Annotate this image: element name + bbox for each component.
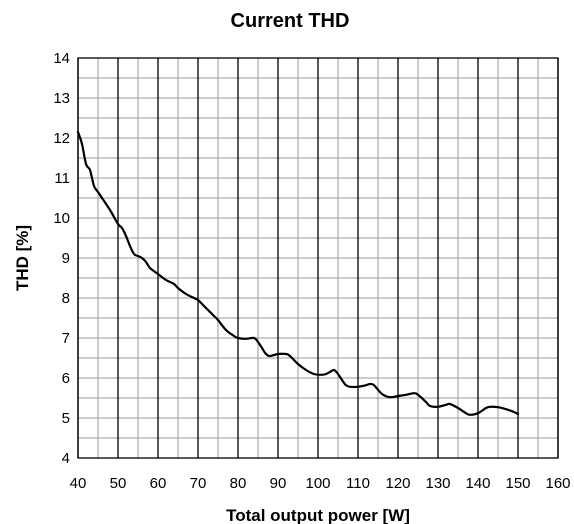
x-tick-label: 40 [70, 475, 87, 492]
x-tick-label: 70 [190, 475, 207, 492]
x-tick-label: 130 [425, 475, 450, 492]
y-tick-label: 13 [53, 90, 70, 107]
x-tick-label: 110 [346, 475, 370, 492]
chart-title: Current THD [231, 10, 350, 32]
x-tick-label: 90 [270, 475, 287, 492]
thd-series-line [76, 130, 520, 416]
y-tick-label: 14 [53, 50, 70, 67]
plot-frame [77, 57, 559, 459]
x-tick-label: 100 [305, 475, 330, 492]
y-tick-label: 8 [62, 290, 70, 307]
x-tick-label: 140 [465, 475, 490, 492]
x-tick-label: 50 [110, 475, 127, 492]
x-tick-label: 60 [150, 475, 167, 492]
y-axis-label: THD [%] [13, 225, 32, 291]
y-tick-label: 12 [53, 130, 70, 147]
x-tick-label: 160 [545, 475, 570, 492]
x-axis-label: Total output power [W] [226, 506, 410, 524]
y-tick-label: 7 [62, 330, 70, 347]
y-tick-label: 11 [54, 170, 70, 187]
x-tick-label: 80 [230, 475, 247, 492]
grid [77, 57, 559, 459]
y-tick-label: 6 [62, 370, 70, 387]
y-tick-label: 10 [53, 210, 70, 227]
x-tick-label: 150 [505, 475, 530, 492]
y-tick-label: 5 [62, 410, 70, 427]
x-tick-label: 120 [385, 475, 410, 492]
y-tick-label: 4 [62, 450, 70, 467]
tick-labels: 40 50 60 70 80 90 100 110 120 130 140 150 160 4 5 6 7 8 9 1… [53, 50, 570, 492]
y-tick-label: 9 [62, 250, 70, 267]
